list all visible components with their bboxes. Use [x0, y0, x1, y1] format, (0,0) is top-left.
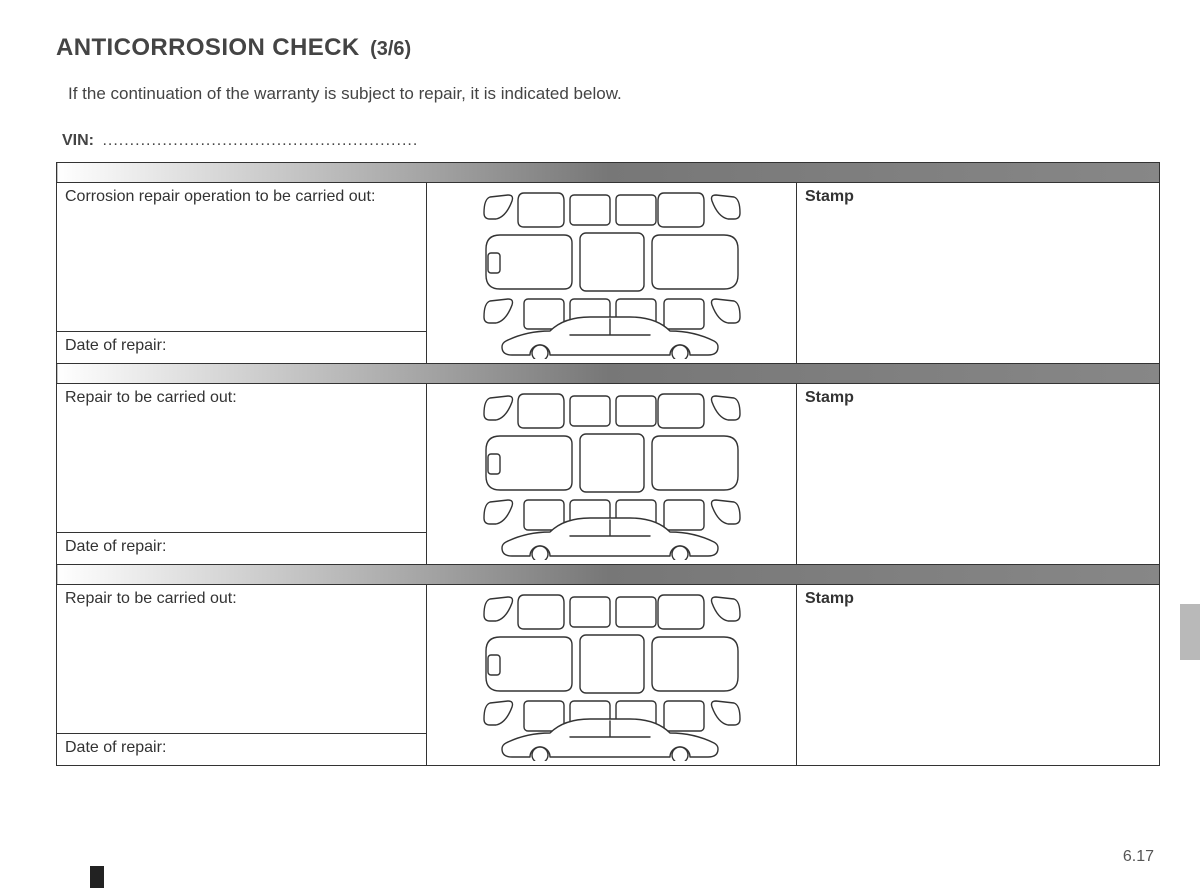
page-subtitle: If the continuation of the warranty is s…	[68, 84, 1160, 104]
side-tab-icon	[1180, 604, 1200, 660]
title-page-counter: (3/6)	[370, 38, 411, 60]
separator-row	[57, 163, 1160, 183]
date-cell: Date of repair:	[57, 734, 427, 766]
check-table: Corrosion repair operation to be carried…	[56, 162, 1160, 766]
operation-cell: Corrosion repair operation to be carried…	[57, 183, 427, 332]
separator-row	[57, 565, 1160, 585]
gradient-bar	[57, 163, 1160, 183]
stamp-cell: Stamp	[797, 585, 1160, 766]
date-cell: Date of repair:	[57, 533, 427, 565]
gradient-bar	[57, 364, 1160, 384]
vin-fill-dots: ........................................…	[102, 132, 418, 149]
diagram-cell	[427, 585, 797, 766]
stamp-cell: Stamp	[797, 384, 1160, 565]
stamp-cell: Stamp	[797, 183, 1160, 364]
operation-cell: Repair to be carried out:	[57, 585, 427, 734]
diagram-cell	[427, 183, 797, 364]
vin-line: VIN: ...................................…	[62, 132, 1160, 150]
operation-label: Corrosion repair operation to be carried…	[65, 188, 375, 205]
car-body-diagram-icon	[452, 589, 772, 761]
footer-mark-icon	[90, 866, 104, 888]
page: ANTICORROSION CHECK (3/6) If the continu…	[0, 0, 1200, 888]
check-row: Repair to be carried out:	[57, 585, 1160, 734]
operation-label: Repair to be carried out:	[65, 590, 237, 607]
check-row: Corrosion repair operation to be carried…	[57, 183, 1160, 332]
diagram-cell	[427, 384, 797, 565]
page-number: 6.17	[1123, 848, 1154, 866]
stamp-label: Stamp	[805, 389, 854, 406]
page-title: ANTICORROSION CHECK (3/6)	[56, 34, 1160, 62]
vin-label: VIN:	[62, 132, 94, 149]
date-cell: Date of repair:	[57, 332, 427, 364]
date-label: Date of repair:	[65, 739, 166, 756]
separator-row	[57, 364, 1160, 384]
stamp-label: Stamp	[805, 590, 854, 607]
date-label: Date of repair:	[65, 337, 166, 354]
stamp-label: Stamp	[805, 188, 854, 205]
operation-cell: Repair to be carried out:	[57, 384, 427, 533]
date-label: Date of repair:	[65, 538, 166, 555]
car-body-diagram-icon	[452, 187, 772, 359]
check-row: Repair to be carried out:	[57, 384, 1160, 533]
car-body-diagram-icon	[452, 388, 772, 560]
title-main: ANTICORROSION CHECK	[56, 34, 360, 61]
gradient-bar	[57, 565, 1160, 585]
operation-label: Repair to be carried out:	[65, 389, 237, 406]
